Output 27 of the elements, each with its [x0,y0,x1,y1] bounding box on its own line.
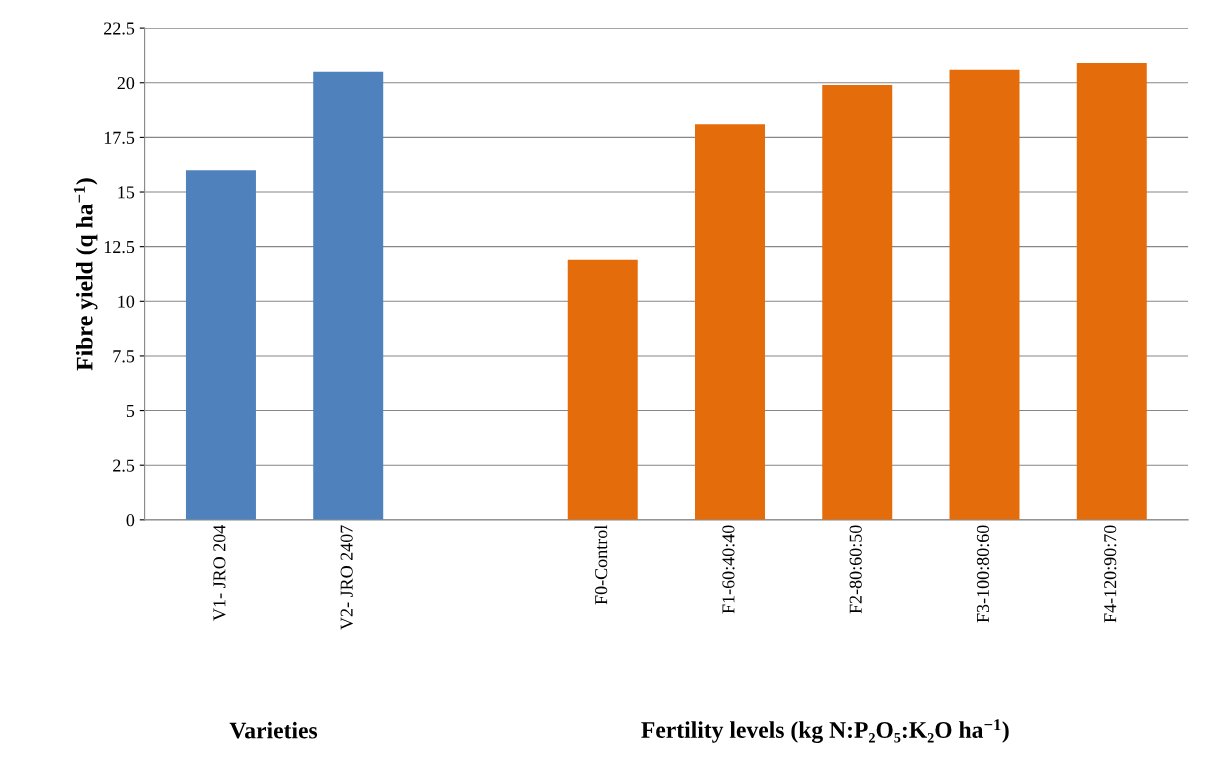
x-tick-label: F2-80:60:50 [849,525,862,614]
x-tick-label: F1-60:40:40 [722,525,735,614]
bar [949,69,1020,520]
x-tick-label: F0-Control [594,525,608,605]
y-tick-label: 0 [126,514,135,527]
y-tick-label: 22.5 [104,22,135,35]
bar [1076,63,1147,520]
y-axis-title: Fibre yield (q ha$^{−1}$) [73,178,98,371]
bar [313,71,384,520]
y-tick-label: 17.5 [104,131,135,144]
y-tick-label: 20 [117,77,135,90]
bar [695,124,765,520]
bar [822,84,893,520]
text: Fertility levels (kg N:P₂O₅:K₂O ha$^{−1}$) [641,719,1009,743]
bar [185,170,256,520]
x-tick-label: V2- JRO 2407 [340,525,353,630]
y-tick-label: 12.5 [104,240,135,254]
x-tick-label: V1- JRO 204 [213,524,226,621]
bar [567,259,638,520]
x-tick-label: F3-100:80:60 [976,525,990,623]
y-tick-label: 10 [118,295,135,308]
y-tick-label: 15 [118,186,135,199]
y-tick-label: 2.5 [113,459,135,472]
text: Varieties [229,721,318,739]
y-tick-label: 7.5 [113,350,135,363]
y-tick-label: 5 [126,405,135,418]
x-tick-label: F4-120:90:70 [1104,525,1117,623]
